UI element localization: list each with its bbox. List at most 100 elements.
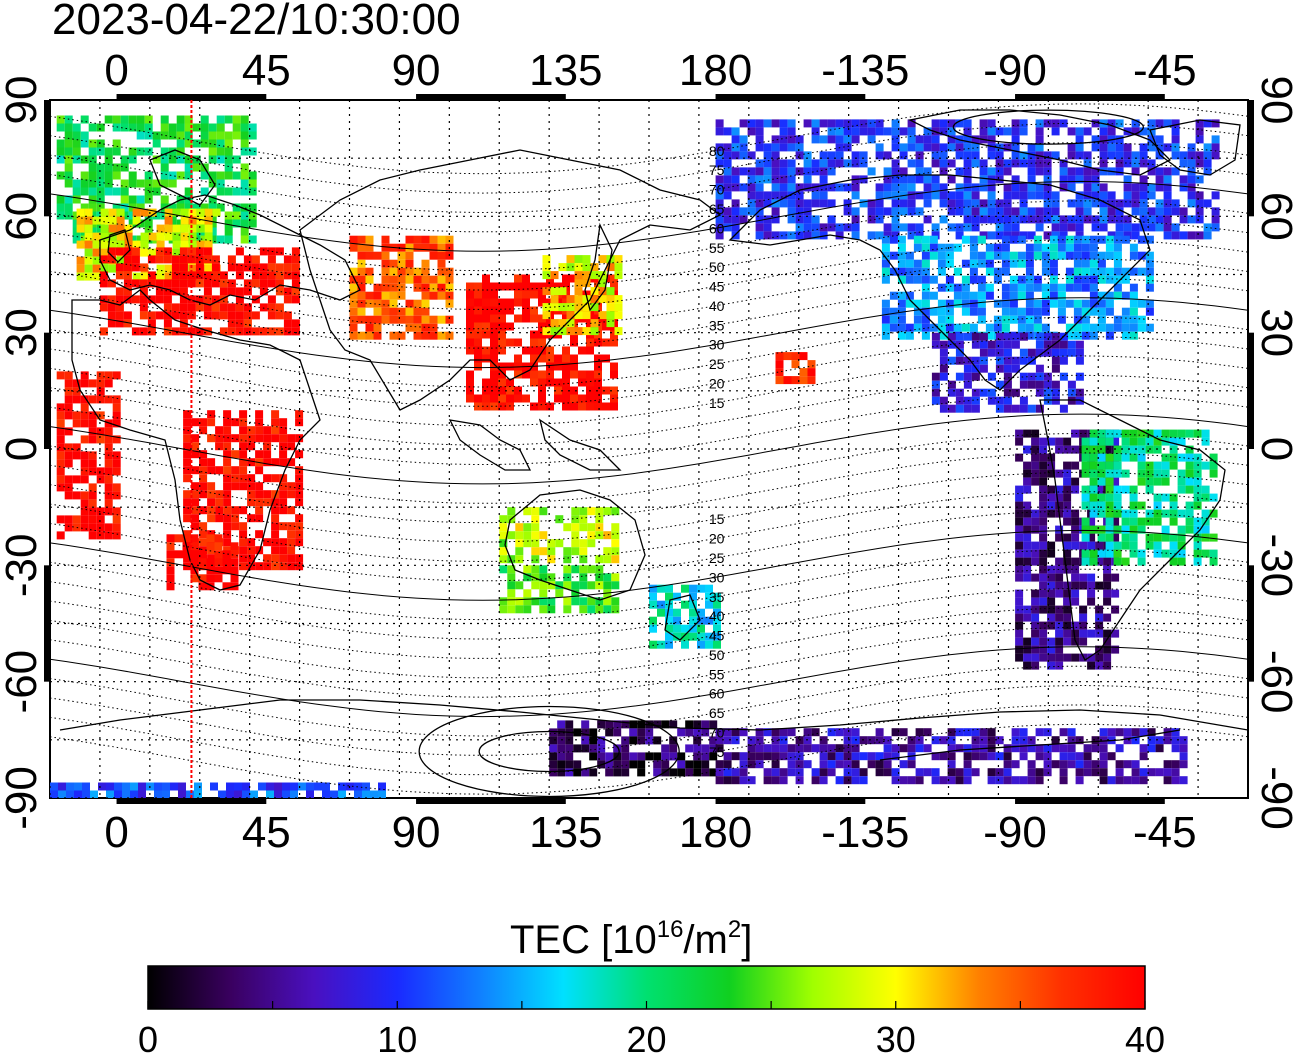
tec-cell (466, 306, 474, 315)
tec-cell (271, 546, 280, 555)
tec-cell (899, 175, 908, 184)
tec-cell (1055, 573, 1064, 582)
tec-cell (208, 195, 217, 204)
tec-cell (1071, 445, 1080, 454)
tec-cell (787, 191, 796, 200)
tec-cell (594, 354, 602, 363)
tec-cell (140, 248, 149, 257)
tec-cell (961, 291, 970, 300)
tec-cell (931, 191, 940, 200)
tec-cell (819, 119, 828, 128)
tec-cell (1027, 768, 1036, 777)
tec-cell (1043, 760, 1052, 769)
tec-cell (590, 263, 599, 272)
tec-cell (219, 279, 228, 288)
tec-cell (92, 256, 101, 265)
tec-cell (955, 199, 964, 208)
tec-cell (499, 531, 508, 540)
tec-cell (263, 450, 272, 459)
tec-cell (184, 115, 193, 124)
tec-cell (963, 372, 972, 381)
tec-cell (1035, 776, 1044, 785)
tec-cell (921, 283, 930, 292)
tec-cell (191, 498, 200, 507)
tec-cell (1019, 207, 1028, 216)
tec-cell (1089, 267, 1098, 276)
tec-cell (1051, 736, 1060, 745)
tec-cell (1099, 736, 1108, 745)
tec-cell (163, 287, 172, 296)
tec-cell (713, 624, 721, 633)
tec-cell (574, 311, 583, 320)
tec-cell (132, 208, 141, 217)
tec-cell (665, 624, 673, 633)
tec-cell (231, 474, 240, 483)
tec-cell (1081, 549, 1090, 558)
tec-cell (1153, 469, 1162, 478)
tec-cell (851, 207, 860, 216)
tec-cell (775, 368, 784, 377)
tec-cell (338, 790, 346, 798)
tec-cell (539, 547, 548, 556)
tec-cell (937, 323, 946, 332)
tec-cell (1055, 581, 1064, 590)
tec-cell (681, 600, 689, 609)
tec-cell (88, 483, 97, 492)
contour-label: 65 (709, 201, 725, 217)
tec-cell (1105, 517, 1114, 526)
tec-cell (693, 760, 702, 769)
tec-cell (594, 378, 602, 387)
tec-cell (1051, 199, 1060, 208)
tec-cell (1179, 159, 1188, 168)
tec-cell (176, 115, 185, 124)
tec-cell (606, 319, 615, 328)
tec-cell (1001, 307, 1010, 316)
tec-cell (1105, 323, 1114, 332)
tec-cell (1131, 760, 1140, 769)
tec-cell (255, 498, 264, 507)
tec-cell (1065, 323, 1074, 332)
tec-cell (115, 319, 124, 328)
tec-cell (112, 523, 121, 532)
tec-cell (689, 624, 697, 633)
tec-cell (1139, 728, 1148, 737)
tec-cell (80, 491, 89, 500)
lat-tick-label: -90 (1252, 766, 1294, 830)
tec-cell (275, 279, 284, 288)
tec-cell (160, 163, 169, 172)
tec-cell (219, 311, 228, 320)
tec-cell (713, 640, 721, 649)
tec-cell (597, 720, 606, 729)
tec-cell (112, 515, 121, 524)
tec-cell (136, 203, 145, 212)
tec-cell (955, 167, 964, 176)
tec-cell (224, 227, 233, 236)
tec-cell (112, 203, 121, 212)
tec-cell (1031, 469, 1040, 478)
tec-cell (1073, 315, 1082, 324)
tec-cell (1051, 151, 1060, 160)
tec-cell (183, 474, 192, 483)
tec-cell (215, 498, 224, 507)
tec-cell (357, 331, 366, 340)
tec-cell (1169, 493, 1178, 502)
tec-cell (963, 175, 972, 184)
tec-cell (295, 514, 304, 523)
tec-cell (1063, 533, 1072, 542)
tec-cell (807, 360, 816, 369)
tec-cell (539, 573, 548, 582)
tec-cell (1121, 429, 1130, 438)
tec-cell (1163, 167, 1172, 176)
tec-cell (490, 314, 498, 323)
tec-cell (76, 256, 85, 265)
tec-cell (1099, 760, 1108, 769)
tec-cell (1097, 429, 1106, 438)
tec-cell (771, 191, 780, 200)
tec-cell (1031, 541, 1040, 550)
tec-cell (514, 298, 522, 307)
tec-cell (88, 499, 97, 508)
left-tick-bar (44, 100, 50, 217)
tec-cell (565, 720, 574, 729)
tec-cell (1031, 605, 1040, 614)
